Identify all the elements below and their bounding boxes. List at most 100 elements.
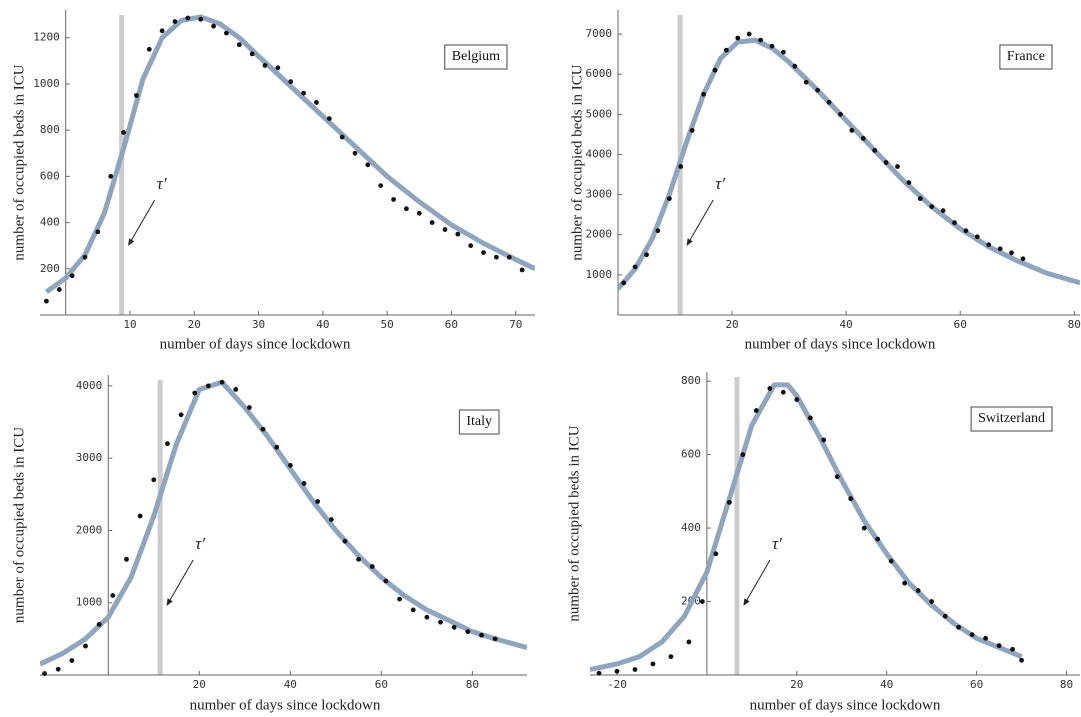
data-point [451,624,457,630]
data-point [315,499,321,504]
panel-label-box [444,44,508,70]
data-point [56,287,62,292]
data-point [429,220,435,225]
y-axis-label: number of occupied beds in ICU [11,64,27,260]
data-point [224,30,229,36]
panel-label: Belgium [452,49,500,64]
data-point [352,150,358,156]
data-point [262,63,268,68]
data-point [780,389,786,395]
data-point [219,379,225,385]
x-tick-label: 30 [252,318,265,331]
x-tick-label: 20 [725,318,738,331]
data-point [997,246,1003,252]
fit-curve [44,14,535,294]
data-point [83,643,88,649]
x-tick-label: -20 [607,678,627,691]
data-point [963,228,969,234]
data-point [650,661,656,667]
data-point [55,666,61,672]
y-tick-label: 1000 [76,596,103,609]
data-point [849,127,855,133]
data-point [404,206,409,212]
panel-label: Switzerland [978,411,1045,426]
data-point [872,148,878,153]
y-tick-label: 800 [40,123,60,136]
x-tick-label: 10 [123,318,136,331]
panel-label-box [999,44,1053,70]
y-tick-label: 400 [40,216,60,229]
data-point [621,280,627,286]
data-point [888,558,894,564]
data-point [929,599,935,604]
data-point [969,632,975,637]
data-point [82,254,88,260]
annotation-arrow [686,199,714,246]
data-point [952,220,957,226]
data-point [165,441,170,447]
data-point [678,164,684,169]
data-point [1010,646,1015,652]
panel-label-box [970,406,1053,432]
y-tick-label: 1000 [33,77,60,90]
data-point [826,99,832,105]
data-point [172,19,178,24]
data-point [929,204,935,210]
data-point [699,599,705,604]
x-tick-label: 20 [790,678,803,691]
data-point [249,51,255,57]
data-point [713,551,719,557]
x-tick-label: 80 [466,678,479,691]
data-point [701,91,706,97]
x-axis-label: number of days since lockdown [750,697,941,713]
y-tick-label: 3000 [76,451,103,464]
data-point [211,23,216,29]
y-tick-label: 600 [681,448,701,461]
data-point [455,231,461,237]
y-tick-label: 1000 [586,268,613,281]
data-point [339,134,345,140]
data-point [723,47,729,53]
y-tick-label: 4000 [76,379,103,392]
data-point [753,408,759,413]
y-tick-label: 6000 [586,67,613,80]
panel: 10 20 30 40 50 60 70 200 400 600 800 1000 1200 τ′ Belg… [11,10,535,352]
panel-label: France [1007,49,1045,64]
data-point [726,499,732,505]
data-point [301,481,307,486]
data-point [917,196,923,202]
data-point [712,67,718,73]
data-point [288,79,294,85]
x-axis-label: number of days since lockdown [190,697,381,713]
annotation: τ′ [715,174,725,193]
y-tick-label: 400 [681,521,701,534]
y-tick-label: 200 [40,262,60,275]
annotation: τ′ [772,534,782,553]
data-point [492,636,498,642]
data-point [906,180,912,185]
data-point [356,556,361,562]
annotation-arrow [743,559,771,606]
data-point [301,90,306,96]
data-point [940,208,946,214]
data-point [915,588,921,593]
data-point [942,613,948,619]
y-tick-label: 2000 [76,523,103,536]
data-point [895,164,900,169]
data-point [424,614,430,620]
data-point [821,437,827,443]
data-point [861,525,867,531]
y-tick-label: 5000 [586,107,613,120]
data-point [438,619,443,625]
data-point [69,658,75,663]
data-point [96,621,102,627]
data-point [614,668,620,674]
data-point [468,243,474,249]
x-axis-label: number of days since lockdown [160,336,351,352]
data-point [494,254,499,260]
x-tick-label: 60 [970,678,983,691]
x-tick-label: 40 [284,678,297,691]
data-point [1019,657,1024,663]
x-tick-label: 20 [188,318,201,331]
data-point [983,635,988,641]
